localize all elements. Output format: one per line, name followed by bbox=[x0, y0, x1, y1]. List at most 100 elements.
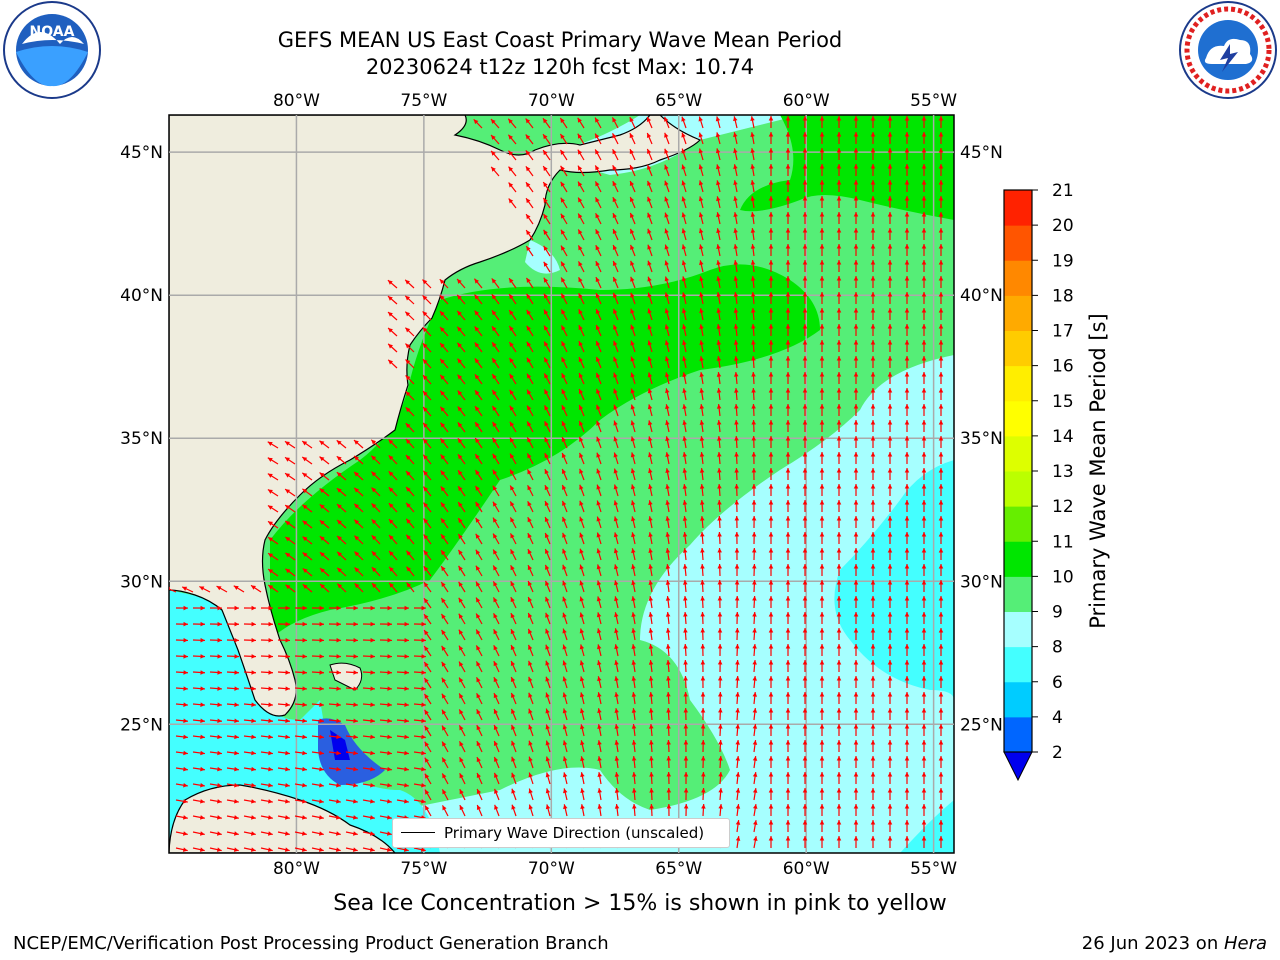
wave-arrow bbox=[819, 356, 825, 368]
wave-arrow bbox=[938, 244, 944, 256]
wave-arrow bbox=[870, 244, 876, 256]
bottom-lon-tick: 75°W bbox=[400, 859, 447, 879]
wave-arrow bbox=[836, 388, 842, 400]
wave-arrow bbox=[853, 404, 859, 416]
wave-arrow bbox=[353, 471, 364, 481]
wave-arrow bbox=[887, 420, 893, 432]
wave-arrow bbox=[887, 212, 893, 224]
wave-arrow bbox=[853, 484, 859, 496]
wave-arrow bbox=[509, 469, 517, 481]
wave-arrow bbox=[595, 213, 602, 225]
wave-arrow bbox=[526, 357, 534, 369]
wave-arrow bbox=[578, 340, 585, 353]
wave-arrow bbox=[904, 324, 910, 336]
wave-arrow bbox=[921, 340, 927, 352]
wave-arrow bbox=[543, 325, 551, 337]
wave-arrow bbox=[422, 390, 432, 401]
wave-arrow bbox=[853, 468, 859, 480]
wave-arrow bbox=[647, 292, 653, 305]
wave-arrow bbox=[525, 197, 534, 209]
wave-direction-arrows bbox=[169, 116, 944, 852]
wave-arrow bbox=[648, 468, 653, 481]
wave-arrow bbox=[699, 308, 704, 321]
right-lat-tick: 45°N bbox=[960, 143, 1003, 163]
wave-arrow bbox=[699, 404, 705, 417]
colorbar: 2 4 6 8 9 10 11 12 13 14 15 16 17 18 19 20 21 Primary Wav… bbox=[1003, 181, 1110, 782]
wave-arrow bbox=[768, 196, 774, 208]
wave-arrow bbox=[699, 484, 705, 497]
wave-arrow bbox=[387, 327, 398, 337]
wave-arrow bbox=[904, 468, 910, 480]
wave-arrow bbox=[560, 325, 568, 337]
wave-arrow bbox=[785, 532, 791, 544]
wave-arrow bbox=[699, 420, 705, 433]
colorbar-swatch bbox=[1004, 435, 1032, 472]
wave-arrow bbox=[853, 388, 859, 400]
wave-arrow bbox=[560, 165, 568, 177]
wave-arrow bbox=[647, 276, 653, 289]
wave-arrow bbox=[768, 484, 774, 496]
wave-arrow bbox=[371, 471, 381, 481]
wave-arrow bbox=[613, 372, 619, 385]
wave-arrow bbox=[836, 132, 842, 144]
wave-arrow bbox=[508, 277, 517, 289]
wave-arrow bbox=[561, 420, 568, 433]
wave-arrow bbox=[768, 244, 774, 256]
wave-arrow bbox=[768, 548, 774, 560]
wave-arrow bbox=[285, 552, 296, 561]
wave-arrow bbox=[525, 181, 534, 193]
top-lon-tick: 80°W bbox=[273, 91, 320, 111]
wave-arrow bbox=[715, 132, 721, 145]
wave-arrow bbox=[665, 436, 670, 449]
wave-arrow bbox=[716, 324, 722, 337]
wave-arrow bbox=[785, 500, 791, 512]
wave-arrow bbox=[542, 165, 551, 177]
wave-arrow bbox=[870, 548, 876, 560]
wave-arrow bbox=[716, 212, 721, 225]
wave-arrow bbox=[422, 358, 432, 369]
wave-arrow bbox=[561, 500, 568, 513]
wave-arrow bbox=[785, 340, 791, 352]
wave-arrow bbox=[595, 244, 602, 257]
wave-arrow bbox=[921, 420, 927, 432]
wave-arrow bbox=[561, 341, 568, 353]
wave-arrow bbox=[853, 420, 859, 432]
wave-arrow bbox=[768, 420, 774, 432]
wave-arrow bbox=[405, 470, 415, 481]
wave-arrow bbox=[698, 228, 704, 241]
wave-arrow bbox=[525, 165, 534, 177]
wave-arrow bbox=[458, 565, 466, 577]
wave-arrow bbox=[665, 532, 671, 545]
wave-arrow bbox=[457, 374, 466, 385]
wave-arrow bbox=[422, 342, 432, 353]
wave-arrow bbox=[647, 324, 653, 337]
wave-arrow bbox=[887, 388, 893, 400]
top-lon-tick: 65°W bbox=[655, 91, 702, 111]
wave-arrow bbox=[682, 468, 688, 481]
wave-arrow bbox=[836, 308, 842, 320]
wave-arrow bbox=[526, 309, 534, 321]
wave-arrow bbox=[733, 292, 739, 305]
wave-arrow bbox=[665, 484, 670, 497]
wave-arrow bbox=[509, 437, 517, 449]
wave-arrow bbox=[853, 308, 859, 320]
wave-arrow bbox=[509, 405, 517, 417]
wave-arrow bbox=[630, 420, 636, 433]
wave-arrow bbox=[336, 551, 347, 561]
wave-arrow bbox=[492, 469, 500, 481]
wave-arrow bbox=[819, 212, 825, 224]
wave-arrow bbox=[664, 116, 670, 129]
wave-arrow bbox=[577, 133, 585, 145]
wave-arrow bbox=[629, 196, 636, 209]
colorbar-tick-label: 4 bbox=[1052, 708, 1063, 728]
wave-arrow bbox=[699, 356, 704, 369]
wave-arrow bbox=[887, 404, 893, 416]
wave-arrow bbox=[853, 452, 859, 464]
wave-arrow bbox=[267, 536, 279, 545]
wave-arrow bbox=[887, 132, 893, 144]
wave-arrow bbox=[371, 534, 381, 545]
top-lon-tick: 60°W bbox=[783, 91, 830, 111]
wave-arrow bbox=[785, 196, 791, 208]
wave-arrow bbox=[630, 340, 636, 353]
wave-arrow bbox=[354, 551, 364, 561]
